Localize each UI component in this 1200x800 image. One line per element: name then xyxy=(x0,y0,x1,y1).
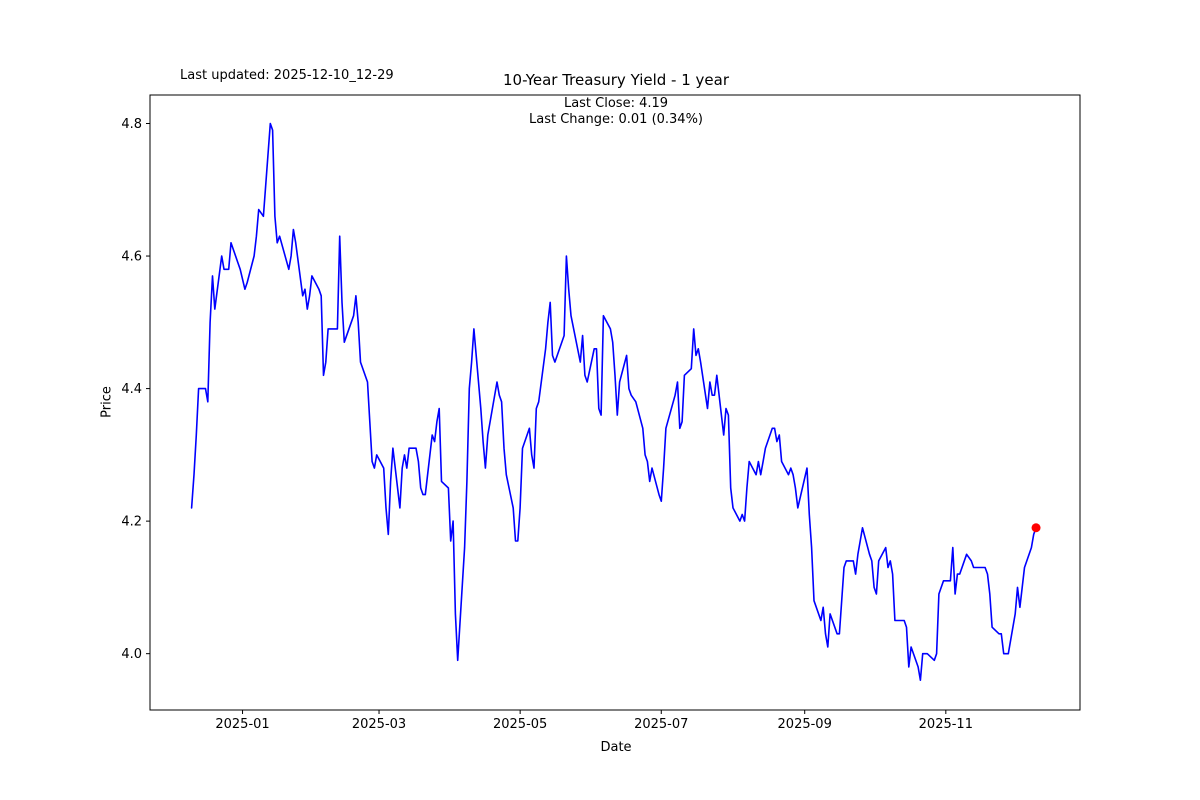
y-tick-label: 4.2 xyxy=(121,515,142,530)
x-axis-label: Date xyxy=(600,740,632,755)
last-close-text: Last Close: 4.19 xyxy=(563,96,669,111)
chart-title: 10-Year Treasury Yield - 1 year xyxy=(502,71,730,89)
x-tick-label: 2025-07 xyxy=(634,717,688,732)
last-change-text: Last Change: 0.01 (0.34%) xyxy=(528,112,704,127)
plot-frame xyxy=(149,94,1081,711)
price-line xyxy=(190,122,1037,682)
y-tick-label: 4.4 xyxy=(121,382,142,397)
x-tick-label: 2025-03 xyxy=(352,717,406,732)
last-updated-text: Last updated: 2025-12-10_12-29 xyxy=(180,68,394,83)
y-tick-label: 4.6 xyxy=(121,250,142,265)
last-close-marker xyxy=(1031,523,1041,533)
x-tick-label: 2025-09 xyxy=(778,717,832,732)
y-tick-label: 4.8 xyxy=(121,117,142,132)
x-tick-label: 2025-01 xyxy=(215,717,269,732)
x-tick-label: 2025-11 xyxy=(919,717,973,732)
y-tick-label: 4.0 xyxy=(121,647,142,662)
x-tick-label: 2025-05 xyxy=(493,717,547,732)
